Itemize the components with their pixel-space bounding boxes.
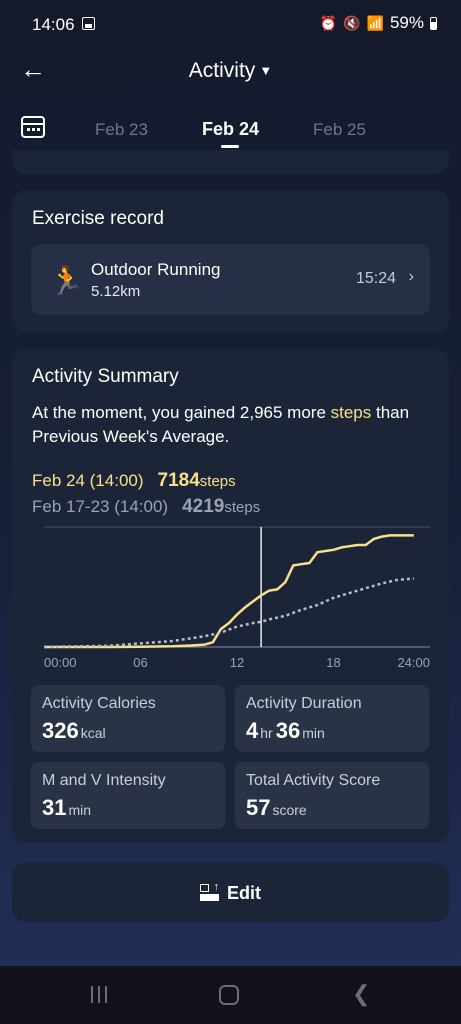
stat-value: 326 kcal [42, 718, 109, 744]
stat-label: Total Activity Score [246, 772, 381, 789]
activity-dropdown[interactable]: Activity ▼ [0, 59, 461, 83]
status-bar: 14:06 ⏰ 🔇 📶 59% [0, 0, 461, 50]
recents-icon[interactable] [91, 983, 112, 1009]
system-navigation-bar: ❮ [0, 966, 461, 1024]
page-title: Activity [188, 59, 256, 82]
calendar-icon[interactable] [21, 116, 45, 138]
date-selector: Feb 23 Feb 24 Feb 25 [0, 105, 461, 155]
edit-button[interactable]: ↑ Edit [12, 863, 449, 922]
activity-summary-title: Activity Summary [32, 366, 179, 387]
runner-icon: 🏃 [49, 265, 84, 296]
mute-icon: 🔇 [343, 14, 361, 31]
stat-value: 4 hr 36 min [246, 718, 328, 744]
date-prev[interactable]: Feb 23 [95, 120, 148, 139]
previous-card [12, 150, 449, 174]
current-date-label: Feb 24 (14:00) [32, 471, 144, 490]
stat-unit: hr [260, 725, 273, 741]
battery-percent: 59% [389, 13, 424, 32]
stat-number-2: 36 [275, 718, 301, 743]
summary-message-text: At the moment, you gained 2,965 more [32, 403, 331, 422]
image-notification-icon [82, 17, 95, 30]
x-tick-label: 24:00 [397, 655, 430, 670]
stat-number: 31 [42, 795, 67, 820]
stat-activity-duration[interactable]: Activity Duration 4 hr 36 min [235, 685, 429, 752]
status-icons: ⏰ 🔇 📶 59% [320, 13, 437, 33]
edit-label: Edit [227, 883, 261, 903]
previous-steps: Feb 17-23 (14:00) 4219steps [32, 496, 260, 518]
stat-unit-2: min [302, 725, 325, 741]
stat-number: 57 [246, 795, 271, 820]
back-arrow-icon[interactable]: ← [20, 54, 46, 84]
edit-button-content: ↑ Edit [12, 881, 449, 904]
stat-number: 326 [42, 718, 79, 743]
stat-unit: kcal [80, 725, 106, 741]
series-line-current [44, 534, 414, 649]
wifi-icon: 📶 [366, 14, 384, 31]
battery-icon [430, 16, 437, 30]
stat-value: 57 score [246, 795, 310, 821]
chevron-right-icon: › [408, 268, 414, 285]
current-steps: Feb 24 (14:00) 7184steps [32, 470, 236, 492]
exercise-name: Outdoor Running [91, 260, 221, 279]
steps-line-chart[interactable]: 00:00 06 12 18 24:00 [12, 517, 449, 677]
exercise-record-card: Exercise record 🏃 Outdoor Running 5.12km… [12, 190, 449, 333]
stat-label: M and V Intensity [42, 772, 166, 789]
stat-label: Activity Calories [42, 695, 156, 712]
status-time: 14:06 [32, 15, 75, 34]
exercise-item[interactable]: 🏃 Outdoor Running 5.12km 15:24 › [31, 244, 430, 315]
summary-message: At the moment, you gained 2,965 more ste… [32, 401, 432, 449]
stat-unit: min [68, 802, 92, 818]
previous-date-label: Feb 17-23 (14:00) [32, 497, 169, 516]
previous-steps-unit: steps [224, 499, 261, 516]
x-tick-label: 00:00 [44, 655, 77, 670]
current-steps-value: 7184 [157, 470, 200, 491]
summary-message-highlight: steps [330, 403, 372, 422]
caret-down-icon: ▼ [259, 63, 273, 78]
edit-icon: ↑ [200, 881, 219, 901]
exercise-record-title: Exercise record [32, 208, 164, 229]
exercise-distance: 5.12km [91, 283, 141, 300]
stat-activity-score[interactable]: Total Activity Score 57 score [235, 762, 429, 829]
stat-activity-calories[interactable]: Activity Calories 326 kcal [31, 685, 225, 752]
stat-intensity[interactable]: M and V Intensity 31 min [31, 762, 225, 829]
date-selected-indicator [221, 145, 239, 148]
x-tick-label: 12 [230, 655, 244, 670]
x-tick-label: 18 [326, 655, 340, 670]
exercise-time: 15:24 [355, 270, 396, 287]
date-next[interactable]: Feb 25 [313, 120, 366, 139]
app-bar: ← Activity ▼ [0, 50, 461, 95]
previous-steps-value: 4219 [182, 496, 225, 517]
stat-label: Activity Duration [246, 695, 362, 712]
home-icon[interactable] [219, 985, 239, 1005]
current-steps-unit: steps [199, 473, 236, 490]
activity-summary-card: Activity Summary At the moment, you gain… [12, 349, 449, 843]
date-current[interactable]: Feb 24 [202, 119, 260, 139]
nav-back-icon[interactable]: ❮ [352, 981, 371, 1006]
stat-unit: score [272, 802, 307, 818]
stat-number: 4 [246, 718, 259, 743]
stat-value: 31 min [42, 795, 94, 821]
x-tick-label: 06 [133, 655, 147, 670]
summary-message-end: than Previous Week's Average. [32, 403, 410, 446]
series-line-previous-average [43, 577, 414, 649]
alarm-icon: ⏰ [319, 14, 338, 31]
